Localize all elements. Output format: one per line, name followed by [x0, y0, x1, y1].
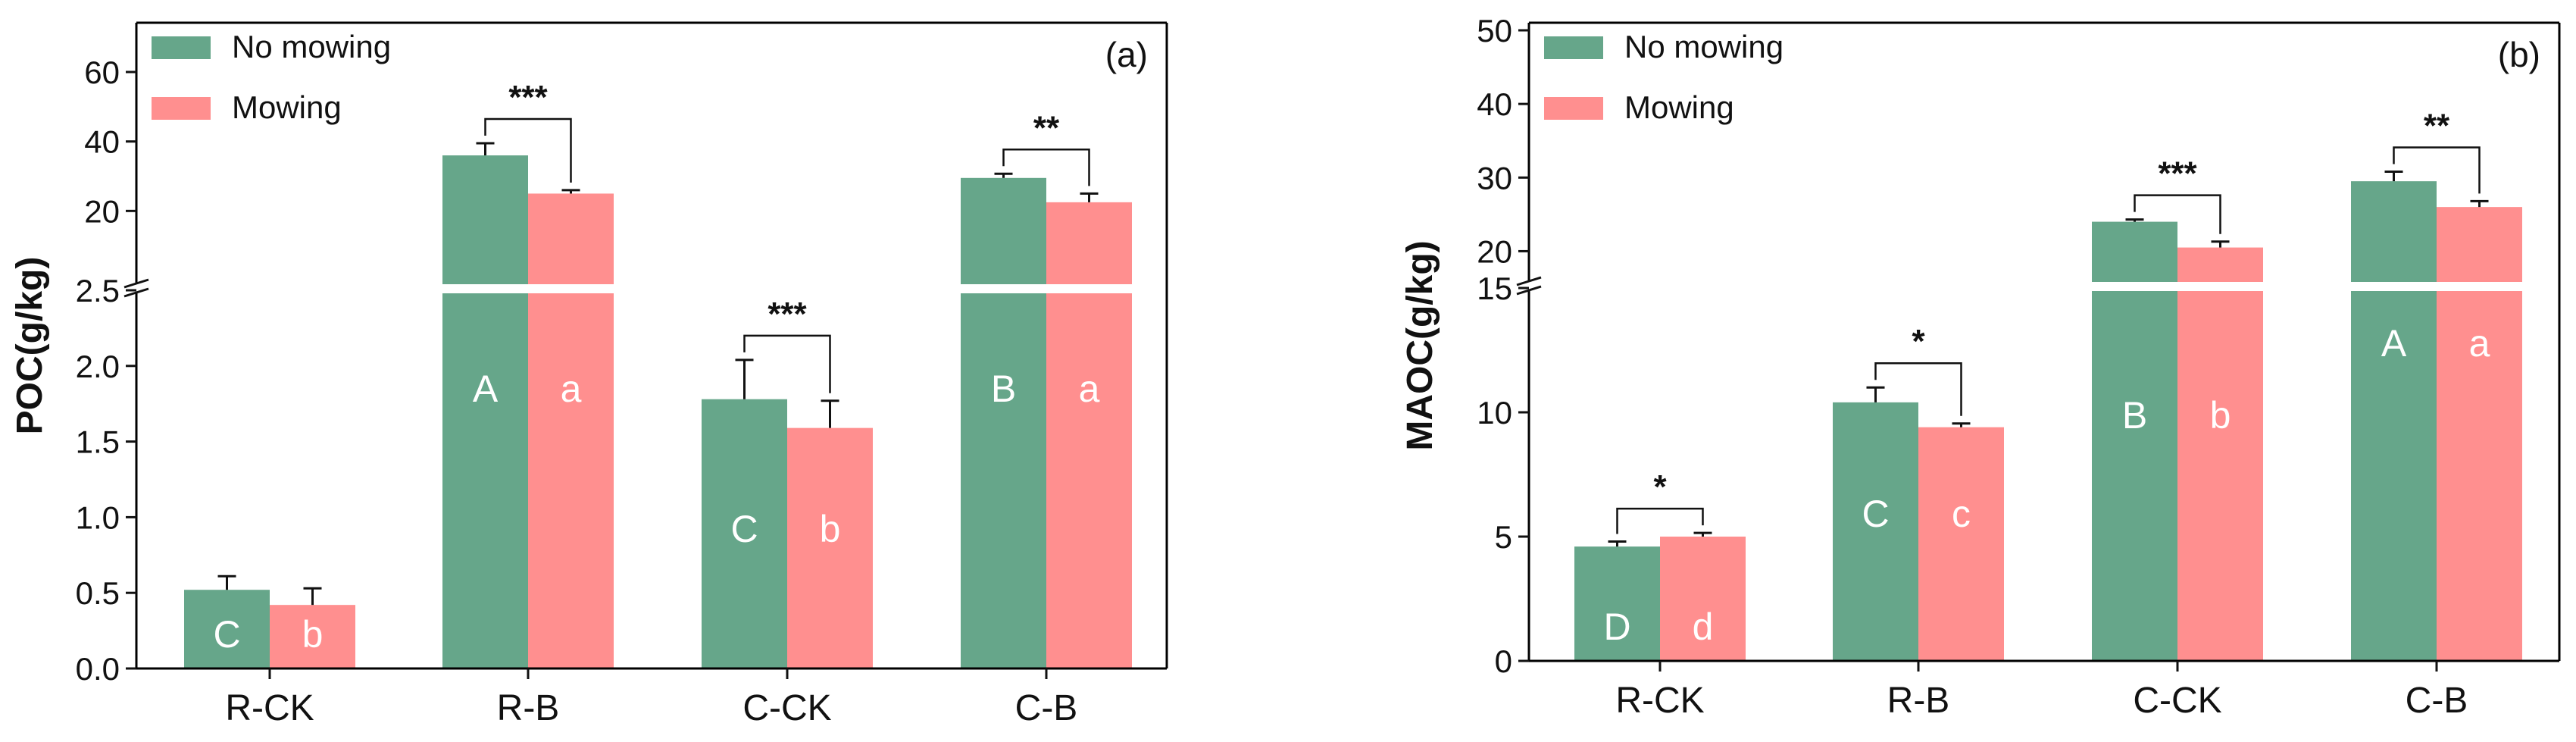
axis-break-mark: [1516, 276, 1542, 286]
bar-mowing-c-b: [2437, 207, 2522, 662]
y-tick-label: 30: [1477, 160, 1512, 196]
bar-mowing-r-b: [528, 193, 614, 668]
bar-no-mowing-r-b: [442, 155, 528, 668]
significance-label: ***: [508, 79, 548, 116]
significance-bracket: [484, 117, 572, 183]
bar-letter-label: C: [213, 613, 240, 656]
bar-no-mowing-c-b: [961, 177, 1046, 668]
legend-swatch-mowing: [152, 97, 211, 120]
y-tick-label: 10: [1477, 395, 1512, 430]
x-category-label: R-CK: [1615, 681, 1704, 721]
bar-letter-label: b: [302, 613, 324, 656]
significance-bracket: [1874, 362, 1962, 416]
axis-break-gap: [1046, 284, 1133, 293]
bar-letter-label: a: [561, 368, 582, 410]
bar-no-mowing-c-b: [2351, 181, 2437, 662]
significance-bracket: [2134, 194, 2221, 234]
bar-letter-label: B: [991, 368, 1016, 410]
x-category-label: R-B: [497, 688, 560, 728]
axis-break-gap: [527, 284, 614, 293]
significance-label: ***: [767, 296, 807, 333]
bar-letter-label: a: [1079, 368, 1100, 410]
bar-letter-label: C: [1862, 493, 1889, 535]
y-tick-label: 2.0: [76, 349, 120, 384]
axis-break-gap: [2436, 282, 2523, 291]
bar-mowing-c-b: [1046, 202, 1132, 668]
bar-no-mowing-r-ck: [184, 590, 270, 668]
y-tick-label: 0.5: [76, 575, 120, 611]
bar-no-mowing-c-ck: [702, 399, 787, 668]
significance-label: **: [2424, 108, 2450, 145]
y-tick-label: 60: [84, 55, 120, 90]
axis-break-gap: [960, 284, 1047, 293]
axis-break-gap: [442, 284, 529, 293]
y-tick-label: 15: [1477, 271, 1512, 306]
significance-bracket: [1616, 507, 1704, 534]
y-tick-label: 20: [84, 193, 120, 229]
bar-letter-label: b: [820, 508, 841, 550]
bar-mowing-r-ck: [270, 605, 355, 668]
bar-no-mowing-r-b: [1833, 402, 1918, 661]
significance-label: *: [1653, 468, 1667, 506]
legend-swatch-mowing: [1544, 97, 1603, 120]
y-tick-label: 0.0: [76, 651, 120, 687]
bar-mowing-c-ck: [787, 427, 873, 668]
x-category-label: C-CK: [2133, 681, 2221, 721]
x-category-label: R-B: [1887, 681, 1950, 721]
significance-label: *: [1912, 323, 1925, 360]
y-axis-label: POC(g/kg): [10, 257, 50, 435]
panel-label: (a): [1105, 35, 1148, 74]
significance-bracket: [1002, 149, 1090, 186]
bar-no-mowing-r-ck: [1574, 546, 1660, 661]
significance-bracket: [743, 334, 831, 393]
bar-letter-label: B: [2122, 394, 2147, 437]
significance-bracket: [2393, 146, 2481, 194]
bar-no-mowing-c-ck: [2092, 221, 2177, 662]
legend-label-no-mowing: No mowing: [232, 29, 391, 64]
legend-label-mowing: Mowing: [1624, 89, 1734, 125]
bar-letter-label: D: [1603, 606, 1630, 648]
bar-mowing-c-ck: [2177, 247, 2263, 662]
legend-label-no-mowing: No mowing: [1624, 29, 1784, 64]
axis-break-mark: [1516, 285, 1542, 296]
bar-letter-label: b: [2210, 394, 2231, 437]
legend-swatch-no-mowing: [1544, 36, 1603, 59]
bar-letter-label: c: [1952, 493, 1971, 535]
bar-mowing-r-b: [1918, 427, 2004, 661]
axis-break-mark: [123, 278, 149, 289]
x-category-label: C-B: [2406, 681, 2468, 721]
bar-letter-label: A: [2381, 322, 2407, 365]
x-category-label: C-B: [1015, 688, 1078, 728]
y-tick-label: 5: [1495, 519, 1512, 555]
bar-letter-label: a: [2469, 322, 2490, 365]
bar-letter-label: d: [1693, 606, 1714, 648]
bar-letter-label: C: [730, 508, 758, 550]
axis-break-gap: [2091, 282, 2178, 291]
panel-label: (b): [2498, 35, 2540, 74]
y-tick-label: 50: [1477, 13, 1512, 49]
y-tick-label: 40: [84, 124, 120, 160]
bar-mowing-r-ck: [1660, 537, 1746, 661]
y-tick-label: 2.5: [76, 273, 120, 308]
axis-break-gap: [2177, 282, 2264, 291]
significance-label: ***: [2158, 155, 2197, 193]
significance-label: **: [1033, 109, 1060, 146]
y-tick-label: 20: [1477, 233, 1512, 269]
y-tick-label: 1.0: [76, 499, 120, 535]
x-category-label: R-CK: [225, 688, 314, 728]
y-axis-label: MAOC(g/kg): [1400, 240, 1440, 450]
y-tick-label: 0: [1495, 643, 1512, 679]
x-category-label: C-CK: [742, 688, 831, 728]
y-tick-label: 1.5: [76, 424, 120, 460]
chart-panel-a: CACBbaba********0.00.51.01.52.02.5204060…: [10, 21, 1168, 728]
legend-label-mowing: Mowing: [232, 89, 342, 125]
y-tick-label: 40: [1477, 86, 1512, 122]
bar-letter-label: A: [473, 368, 499, 410]
axis-break-gap: [2350, 282, 2437, 291]
axis-break-mark: [123, 287, 149, 298]
legend-swatch-no-mowing: [152, 36, 211, 59]
